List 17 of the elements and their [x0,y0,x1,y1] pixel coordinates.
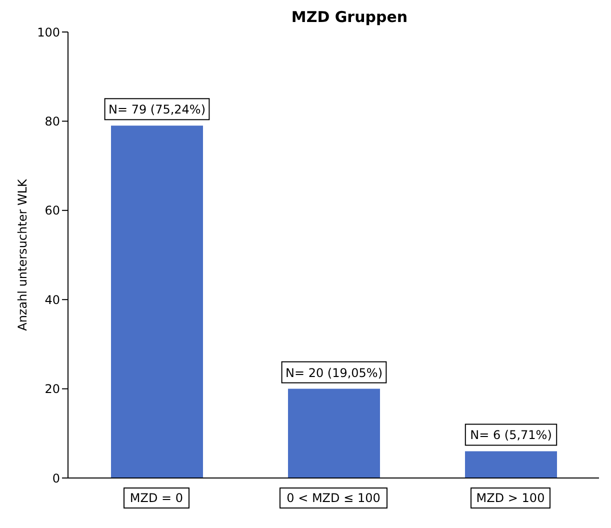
data-label: N= 79 (75,24%) [108,102,206,117]
y-tick-label: 60 [44,204,60,218]
x-tick-label: MZD = 0 [130,491,184,505]
x-tick-label: MZD > 100 [476,491,545,505]
data-label: N= 20 (19,05%) [285,366,383,380]
bar [288,388,380,478]
data-label: N= 6 (5,71%) [470,428,552,442]
x-tick-label: 0 < MZD ≤ 100 [286,491,380,505]
y-tick-label: 0 [52,471,60,486]
bar [111,126,203,478]
y-axis-title: Anzahl untersuchter WLK [15,178,30,331]
y-tick-label: 80 [44,114,60,128]
y-tick-label: 20 [44,382,60,396]
bar [465,451,557,478]
y-tick-label: 40 [44,292,60,307]
chart-title: MZD Gruppen [290,8,409,26]
y-tick-label: 100 [37,25,60,40]
